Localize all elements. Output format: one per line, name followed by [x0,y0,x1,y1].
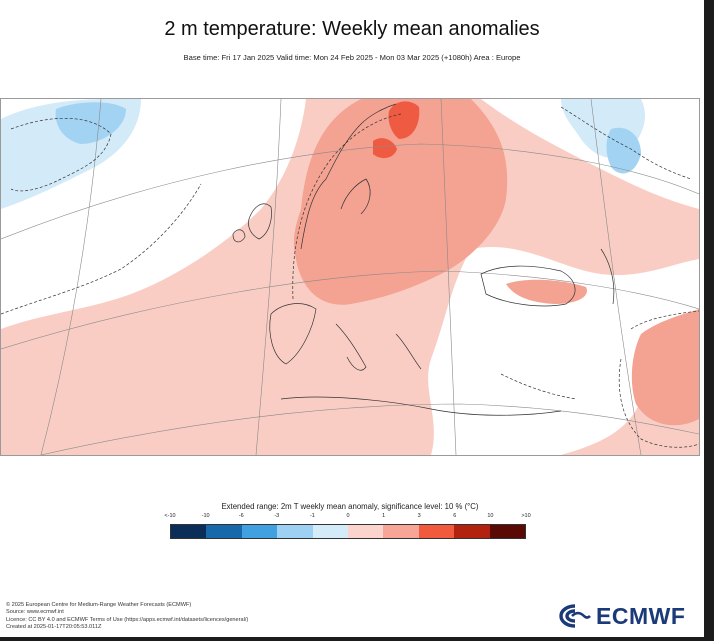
anomaly-area-medium-red [293,99,508,305]
legend-swatch [312,525,349,538]
legend-colorbar [170,524,526,539]
anomaly-area-medium-red-black-sea [506,279,587,304]
anomaly-area-strong-red-baltic [373,138,397,159]
coastlines [232,103,615,416]
ecmwf-logo-text: ECMWF [596,602,686,629]
credit-licence: Licence: CC BY 4.0 and ECMWF Terms of Us… [6,616,249,623]
legend-swatch [241,525,278,538]
anomaly-map[interactable] [0,98,700,456]
anomaly-area-strong-red-north [388,101,420,139]
ecmwf-logo-icon [559,604,591,628]
legend-title: Extended range: 2m T weekly mean anomaly… [221,502,479,511]
credit-copyright: © 2025 European Centre for Medium-Range … [6,602,192,608]
legend-swatch [277,525,313,538]
window-frame-bottom [0,637,714,641]
legend-tick-label: 0 [346,513,350,519]
graticule [1,99,699,455]
legend-tick-label: -10 [201,513,210,519]
legend-swatch [489,525,526,538]
legend-tick-label: 6 [453,513,457,519]
legend-tick-label: 10 [487,513,494,519]
legend-tick-label: -6 [238,513,244,519]
legend-tick-label: 1 [382,513,386,519]
legend-swatch [454,525,490,538]
map-canvas [1,99,699,455]
page-subtitle: Base time: Fri 17 Jan 2025 Valid time: M… [183,53,521,62]
anomaly-area-neutral-east [428,246,699,455]
ecmwf-logo[interactable]: ECMWF [558,601,698,631]
credits: © 2025 European Centre for Medium-Range … [6,602,248,632]
window-frame-right [704,0,714,641]
legend-swatch [383,525,419,538]
anomaly-area-medium-red-east [631,309,699,426]
anomaly-area-medium-blue-northeast [606,127,641,174]
legend-swatch [206,525,242,538]
credit-source: Source: www.ecmwf.int [6,609,64,616]
legend-tick-label: 3 [417,513,421,519]
significance-contours [1,106,699,448]
legend-swatch [348,525,384,538]
anomaly-area-medium-blue-west [55,102,127,144]
credit-created: Created at 2025-01-17T20:05:53.011Z [6,624,102,631]
legend-swatch [418,525,455,538]
page-title: 2 m temperature: Weekly mean anomalies [164,18,540,40]
legend-tick-label: <-10 [164,513,176,519]
legend-tick-label: >10 [521,513,531,519]
legend-swatch [171,525,207,538]
legend-tick-label: -3 [274,513,280,519]
legend-tick-label: -1 [309,513,315,519]
legend-ticks: <-10 -10 -6 -3 -1 0 1 3 6 10 >10 [0,513,700,523]
